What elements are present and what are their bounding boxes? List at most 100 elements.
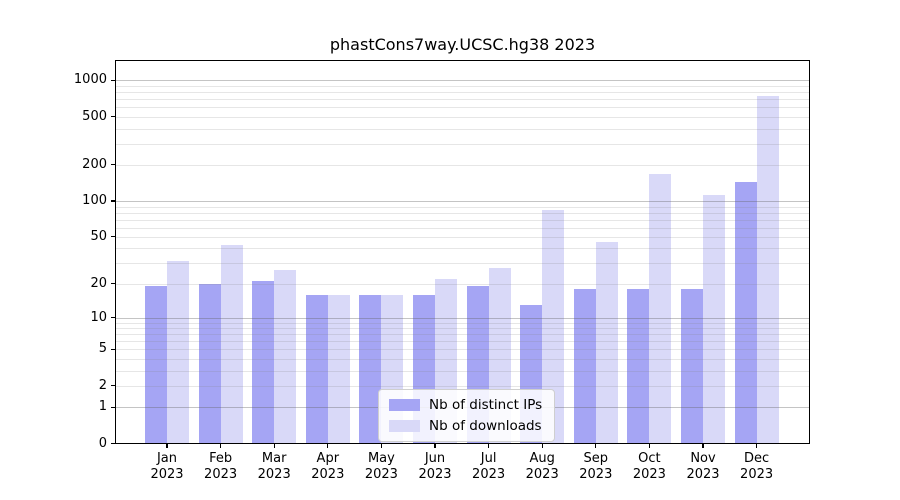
- bar-downloads-apr: [327, 294, 350, 444]
- x-tick-mark-oct: [648, 443, 650, 448]
- y-tick-mark-5: [110, 348, 115, 350]
- x-tick-mark-dec: [756, 443, 758, 448]
- legend-row-distinct-ips: Nb of distinct IPs: [389, 397, 542, 413]
- gridline-90: [115, 206, 810, 208]
- y-tick-mark-50: [110, 236, 115, 238]
- x-tick-mark-may: [380, 443, 382, 448]
- gridline-30: [115, 263, 810, 264]
- x-tick-label-aug: Aug 2023: [525, 450, 559, 482]
- x-tick-mark-nov: [702, 443, 704, 448]
- legend-row-downloads: Nb of downloads: [389, 418, 542, 434]
- y-tick-label-1: 1: [98, 399, 107, 415]
- y-tick-mark-200: [110, 164, 115, 166]
- y-tick-label-5: 5: [98, 341, 107, 357]
- x-tick-label-may: May 2023: [364, 450, 398, 482]
- gridline-8: [115, 328, 810, 329]
- bar-distinct-ips-jan: [145, 286, 167, 444]
- y-tick-mark-0: [110, 442, 115, 445]
- y-tick-mark-10: [110, 316, 115, 319]
- x-tick-mark-apr: [327, 443, 329, 448]
- gridline-70: [115, 219, 810, 221]
- y-tick-label-0: 0: [98, 435, 107, 451]
- x-tick-mark-jun: [434, 443, 436, 448]
- gridline-50: [115, 236, 810, 238]
- y-tick-mark-500: [110, 116, 115, 118]
- bar-distinct-ips-apr: [305, 294, 328, 444]
- x-tick-label-oct: Oct 2023: [632, 450, 666, 482]
- gridline-500: [115, 116, 810, 118]
- x-tick-mark-aug: [541, 443, 543, 448]
- gridline-6: [115, 341, 810, 343]
- gridline-40: [115, 248, 810, 250]
- x-tick-label-sep: Sep 2023: [579, 450, 613, 482]
- x-tick-label-jun: Jun 2023: [418, 450, 452, 482]
- x-tick-label-jul: Jul 2023: [472, 450, 506, 482]
- x-tick-label-mar: Mar 2023: [257, 450, 291, 482]
- gridline-80: [115, 212, 810, 214]
- x-tick-label-nov: Nov 2023: [686, 450, 720, 482]
- legend: Nb of distinct IPs Nb of downloads: [378, 389, 556, 442]
- bar-downloads-nov: [703, 195, 725, 444]
- gridline-700: [115, 99, 810, 101]
- y-tick-label-200: 200: [82, 156, 107, 172]
- bar-distinct-ips-may: [359, 294, 382, 444]
- legend-swatch-distinct-ips: [389, 399, 420, 411]
- bar-downloads-jan: [167, 261, 189, 444]
- y-tick-label-50: 50: [90, 228, 107, 244]
- x-tick-label-apr: Apr 2023: [311, 450, 345, 482]
- bar-distinct-ips-oct: [627, 288, 650, 444]
- y-tick-label-1000: 1000: [73, 72, 107, 88]
- x-tick-mark-feb: [220, 443, 222, 448]
- legend-label-downloads: Nb of downloads: [429, 418, 542, 434]
- x-tick-mark-jan: [166, 443, 168, 448]
- bar-downloads-dec: [756, 95, 779, 444]
- x-tick-mark-jul: [488, 443, 490, 448]
- chart-title: phastCons7way.UCSC.hg38 2023: [329, 35, 596, 54]
- bar-distinct-ips-dec: [734, 182, 757, 444]
- gridline-20: [115, 283, 810, 285]
- y-tick-mark-100: [110, 200, 115, 202]
- bar-distinct-ips-sep: [573, 288, 596, 444]
- y-tick-mark-1: [110, 406, 115, 408]
- bar-downloads-oct: [649, 173, 672, 444]
- gridline-3: [115, 370, 810, 372]
- gridline-600: [115, 107, 810, 109]
- plot-area: [115, 60, 810, 444]
- bar-downloads-feb: [220, 244, 243, 444]
- gridline-400: [115, 128, 810, 130]
- x-tick-label-dec: Dec 2023: [740, 450, 774, 482]
- gridline-60: [115, 227, 810, 229]
- gridline-10: [115, 317, 810, 319]
- bar-downloads-mar: [274, 270, 297, 444]
- y-tick-label-10: 10: [90, 309, 107, 325]
- y-tick-label-2: 2: [98, 377, 107, 393]
- gridline-800: [115, 92, 810, 94]
- y-tick-label-20: 20: [90, 275, 107, 291]
- bar-downloads-aug: [542, 210, 565, 444]
- gridline-100: [115, 201, 810, 202]
- y-tick-label-100: 100: [82, 193, 107, 208]
- gridline-5: [115, 349, 810, 351]
- gridline-2: [115, 385, 810, 387]
- y-tick-label-500: 500: [82, 108, 107, 124]
- y-tick-mark-2: [110, 385, 115, 387]
- bar-distinct-ips-mar: [252, 281, 275, 444]
- bar-distinct-ips-nov: [681, 288, 703, 444]
- y-tick-mark-1000: [110, 79, 115, 81]
- x-tick-mark-sep: [595, 443, 597, 448]
- legend-label-distinct-ips: Nb of distinct IPs: [429, 397, 543, 413]
- gridline-9: [115, 322, 810, 324]
- legend-swatch-downloads: [389, 420, 420, 432]
- bar-downloads-sep: [595, 242, 618, 444]
- gridline-300: [115, 143, 810, 145]
- grid-layer: [115, 60, 810, 444]
- x-tick-mark-mar: [273, 443, 275, 448]
- gridline-200: [115, 164, 810, 166]
- gridline-7: [115, 334, 810, 336]
- bar-distinct-ips-feb: [198, 283, 221, 444]
- gridline-4: [115, 358, 810, 360]
- gridline-1000: [115, 80, 810, 82]
- x-tick-label-feb: Feb 2023: [204, 450, 238, 482]
- gridline-900: [115, 86, 810, 87]
